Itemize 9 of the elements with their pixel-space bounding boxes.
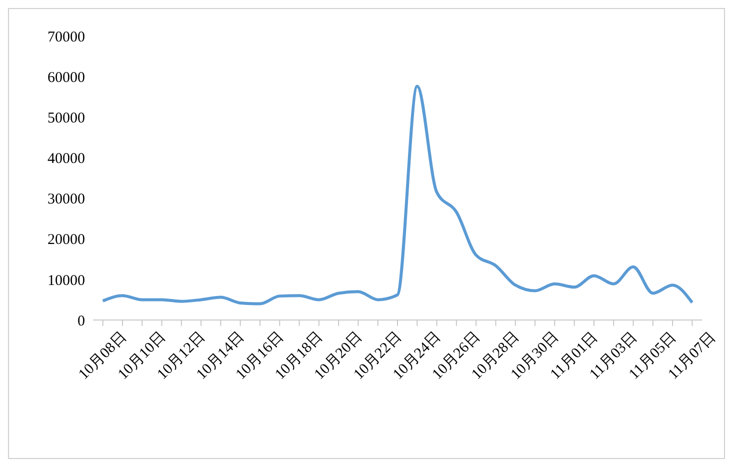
y-tick-label: 60000: [48, 70, 85, 86]
y-tick-label: 30000: [48, 192, 85, 208]
y-tick-label: 0: [78, 313, 85, 330]
y-tick-label: 40000: [48, 151, 85, 168]
y-tick-label: 20000: [48, 232, 85, 248]
y-tick-label: 70000: [48, 29, 85, 46]
y-tick-label: 10000: [48, 272, 85, 289]
y-tick-label: 50000: [48, 110, 85, 126]
line-series: [101, 84, 694, 306]
